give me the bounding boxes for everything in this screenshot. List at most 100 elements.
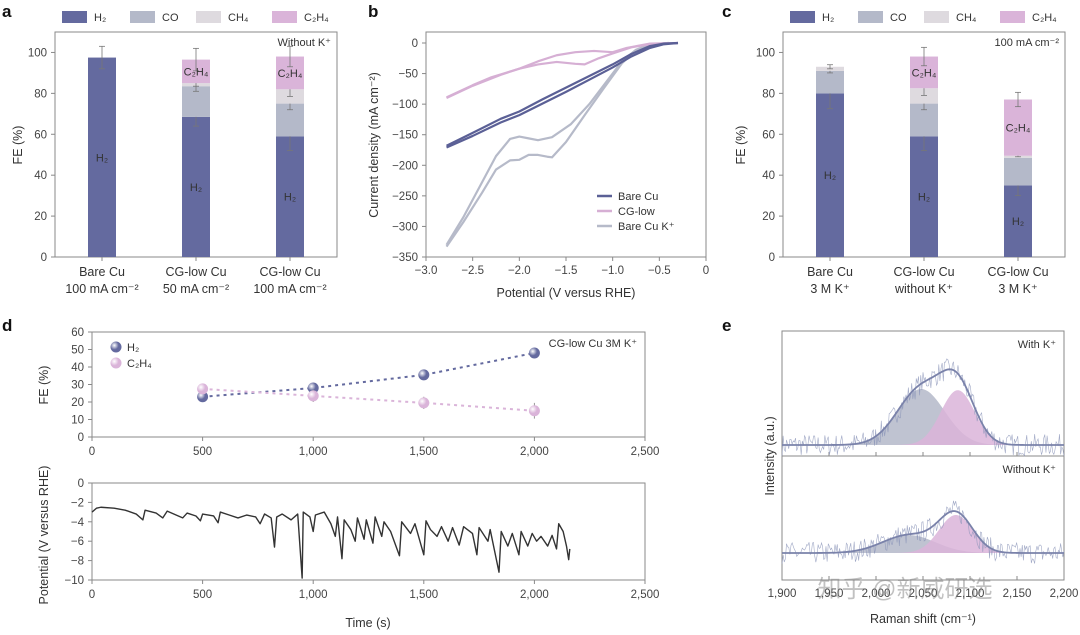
panel-d-bottom-frame: [91, 482, 646, 581]
category-sublabel: 100 mA cm⁻²: [253, 282, 326, 296]
bar-h2: [910, 136, 938, 257]
x-tick-label: 2,000: [520, 446, 549, 458]
bar-co: [1004, 157, 1032, 186]
y-tick-label: 40: [34, 170, 47, 182]
x-tick-label: 1,000: [299, 446, 328, 458]
y-tick-label: 0: [41, 252, 47, 264]
x-tick-label: 1,500: [409, 446, 438, 458]
y-tick-label: 10: [71, 415, 84, 427]
category-label: CG-low Cu: [987, 265, 1048, 279]
x-tick-label: −1.5: [555, 265, 578, 277]
y-tick-label: 20: [71, 397, 84, 409]
raman-spectrum: [781, 500, 1065, 564]
category-label: CG-low Cu: [165, 265, 226, 279]
legend-label-co: CO: [890, 12, 907, 24]
legend-marker: [110, 357, 122, 369]
x-tick-label: 0: [89, 446, 95, 458]
bar-label: C₂H₄: [912, 67, 937, 79]
raman-spectrum: [781, 358, 1065, 457]
panel-b-xlabel: Potential (V versus RHE): [497, 286, 636, 300]
x-tick-label: −1.0: [601, 265, 624, 277]
y-tick-label: 80: [762, 88, 775, 100]
x-tick-label: 1,000: [299, 589, 328, 601]
x-tick-label: 1,500: [409, 589, 438, 601]
data-point-c2h4: [197, 383, 209, 395]
raman-peak-c2h4: [782, 514, 1064, 553]
y-tick-label: 100: [756, 47, 775, 59]
legend-label-ch4: CH₄: [228, 12, 249, 24]
panel-d-annotation: CG-low Cu 3M K⁺: [549, 338, 638, 350]
raman-panel-label: With K⁺: [1018, 339, 1056, 351]
y-tick-label: 60: [71, 327, 84, 339]
y-tick-label: 0: [78, 478, 84, 490]
cv-curve-bare-cu: [446, 41, 679, 149]
category-sublabel: 100 mA cm⁻²: [65, 282, 138, 296]
y-tick-label: 40: [762, 170, 775, 182]
category-sublabel: 50 mA cm⁻²: [163, 282, 229, 296]
x-tick-label: 1,950: [815, 588, 844, 600]
bar-label: H₂: [96, 152, 108, 164]
legend-swatch: [858, 11, 883, 23]
y-tick-label: 60: [34, 129, 47, 141]
y-tick-label: 80: [34, 88, 47, 100]
bar-label: C₂H₄: [184, 66, 209, 78]
y-tick-label: −350: [392, 252, 418, 264]
cv-curve-bare-cu: [446, 41, 679, 147]
y-tick-label: −50: [398, 69, 418, 81]
x-tick-label: 2,200: [1050, 588, 1079, 600]
bar-h2: [182, 116, 210, 258]
category-sublabel: 3 M K⁺: [810, 282, 849, 296]
x-tick-label: 2,050: [909, 588, 938, 600]
bar-label: H₂: [284, 192, 296, 204]
x-tick-label: 2,500: [631, 446, 660, 458]
y-tick-label: 60: [762, 129, 775, 141]
legend-label: Bare Cu K⁺: [618, 221, 675, 233]
bar-h2: [88, 57, 116, 258]
panel-letter-b: b: [368, 2, 378, 21]
x-tick-label: 1,900: [768, 588, 797, 600]
y-tick-label: −250: [392, 191, 418, 203]
bar-label: H₂: [1012, 216, 1024, 228]
bar-h2: [816, 93, 844, 257]
legend-swatch: [130, 11, 155, 23]
panel-d-bottom-ylabel: Potential (V versus RHE): [37, 466, 51, 605]
y-tick-label: 0: [769, 252, 775, 264]
x-tick-label: 2,100: [956, 588, 985, 600]
legend-label: CG-low: [618, 206, 655, 218]
bar-h2: [276, 136, 304, 257]
x-tick-label: 0: [703, 265, 709, 277]
data-point-h2: [418, 369, 430, 381]
legend-label: C₂H₄: [127, 358, 152, 370]
category-sublabel: 3 M K⁺: [998, 282, 1037, 296]
watermark-text: 知乎 @新威研选: [817, 576, 992, 603]
legend-swatch: [790, 11, 815, 23]
panel-d-xlabel: Time (s): [345, 616, 390, 630]
bar-c2h4: [1004, 99, 1032, 156]
legend-label-h2: H₂: [822, 12, 834, 24]
bar-label: C₂H₄: [278, 68, 303, 80]
x-tick-label: −0.5: [648, 265, 671, 277]
bar-h2: [1004, 185, 1032, 257]
panel-a-ylabel: FE (%): [11, 126, 25, 165]
panel-c-ylabel: FE (%): [734, 126, 748, 165]
y-tick-label: −2: [71, 497, 84, 509]
x-tick-label: 500: [193, 446, 212, 458]
legend-label-h2: H₂: [94, 12, 106, 24]
y-tick-label: −4: [71, 517, 85, 529]
panel-c-annotation: 100 mA cm⁻²: [995, 37, 1060, 49]
y-tick-label: 20: [34, 211, 47, 223]
bar-label: C₂H₄: [1006, 123, 1031, 135]
panel-e-ylabel: Intensity (a.u.): [763, 416, 777, 495]
panel-e-xlabel: Raman shift (cm⁻¹): [870, 612, 976, 626]
bar-label: H₂: [824, 170, 836, 182]
y-tick-label: 0: [78, 432, 84, 444]
raman-peak-co: [782, 535, 1064, 553]
legend-label-c2h4: C₂H₄: [1032, 12, 1057, 24]
category-label: CG-low Cu: [259, 265, 320, 279]
raman-peak-co: [782, 389, 1064, 445]
x-tick-label: −2.5: [461, 265, 484, 277]
y-tick-label: −150: [392, 130, 418, 142]
y-tick-label: 0: [412, 38, 418, 50]
